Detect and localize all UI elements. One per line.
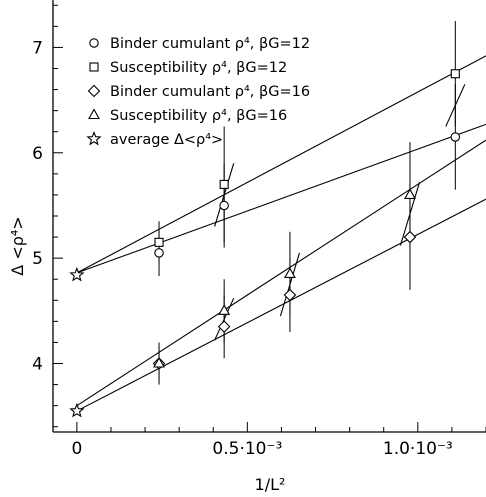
axis-ticks	[53, 4, 486, 432]
marker-square	[154, 237, 164, 247]
legend-marker-triangle	[88, 108, 100, 120]
marker-star	[69, 266, 85, 282]
marker-circle	[89, 38, 99, 48]
legend-label: Susceptibility ρ⁴, βG=12	[110, 60, 287, 76]
fit-line	[76, 198, 486, 412]
legend-label: Binder cumulant ρ⁴, βG=12	[110, 36, 310, 52]
marker-triangle	[284, 267, 296, 279]
legend: Binder cumulant ρ⁴, βG=12 Susceptibility…	[86, 36, 310, 148]
marker-circle	[154, 248, 164, 258]
x-tick-label: 0.5·10⁻³	[212, 439, 282, 459]
x-tick-label: 1.0·10⁻³	[383, 439, 453, 459]
y-tick-label: 4	[32, 355, 43, 375]
marker-square	[450, 69, 460, 79]
fit-line	[76, 123, 486, 274]
x-axis-label: 1/L²	[255, 475, 286, 494]
legend-entry: Susceptibility ρ⁴, βG=12	[89, 60, 287, 76]
x-tick-label: 0	[71, 439, 82, 459]
y-tick-label: 7	[32, 38, 43, 58]
y-axis-label: Δ <ρ⁴>	[8, 216, 27, 275]
legend-entry: Binder cumulant ρ⁴, βG=16	[87, 84, 310, 100]
marker-diamond	[403, 230, 417, 244]
marker-diamond	[217, 320, 231, 333]
marker-diamond	[87, 84, 101, 98]
fit-line	[76, 55, 486, 274]
legend-marker-circle	[89, 38, 99, 48]
marker-star	[86, 130, 102, 146]
marker-circle	[450, 132, 461, 142]
y-tick-label: 5	[32, 249, 43, 269]
legend-label: average Δ<ρ⁴>	[110, 132, 223, 148]
legend-entry: Susceptibility ρ⁴, βG=16	[88, 108, 287, 124]
marker-triangle	[88, 108, 100, 120]
fit-line	[76, 139, 486, 407]
marker-circle	[219, 200, 229, 211]
marker-triangle	[404, 188, 416, 199]
fit-lines	[76, 55, 486, 412]
y-tick-label: 6	[32, 144, 43, 164]
data-markers	[69, 69, 461, 418]
marker-triangle	[153, 356, 165, 368]
legend-marker-square	[89, 62, 99, 72]
legend-entry: Binder cumulant ρ⁴, βG=12	[89, 36, 310, 52]
marker-square	[219, 179, 229, 189]
legend-label: Susceptibility ρ⁴, βG=16	[110, 108, 287, 124]
legend-marker-star	[86, 130, 102, 146]
marker-star	[69, 402, 85, 418]
marker-triangle	[218, 304, 231, 315]
tick-labels: 0 0.5·10⁻³ 1.0·10⁻³ 4 5 6 7	[32, 38, 453, 459]
marker-square	[89, 62, 99, 72]
marker-diamond	[283, 288, 297, 302]
legend-marker-diamond	[87, 84, 101, 98]
legend-entry: average Δ<ρ⁴>	[86, 130, 223, 148]
legend-label: Binder cumulant ρ⁴, βG=16	[110, 84, 310, 100]
